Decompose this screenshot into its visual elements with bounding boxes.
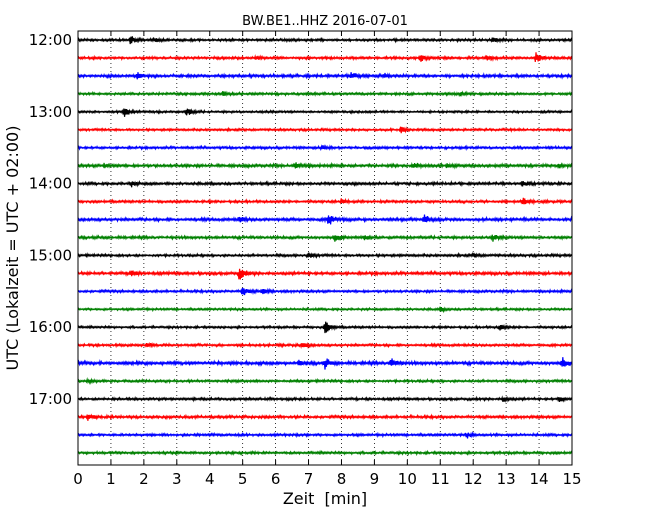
chart-title: BW.BE1..HHZ 2016-07-01 bbox=[242, 14, 408, 29]
y-tick-label: 16:00 bbox=[29, 318, 72, 336]
trace-1730 bbox=[77, 431, 573, 439]
trace-1515 bbox=[77, 268, 573, 280]
x-tick-label: 15 bbox=[562, 470, 581, 488]
trace-1715 bbox=[77, 413, 573, 421]
trace-1330 bbox=[77, 144, 573, 152]
x-tick-label: 5 bbox=[238, 470, 248, 488]
x-tick-label: 11 bbox=[431, 470, 450, 488]
trace-1630 bbox=[77, 357, 573, 370]
trace-1615 bbox=[77, 341, 573, 350]
trace-1530 bbox=[77, 287, 573, 296]
vertical-gridlines bbox=[110, 31, 540, 465]
x-tick-label: 3 bbox=[172, 470, 182, 488]
y-tick-label: 14:00 bbox=[29, 175, 72, 193]
trace-1430 bbox=[77, 214, 573, 225]
trace-1415 bbox=[77, 197, 573, 206]
trace-1400 bbox=[77, 179, 573, 188]
trace-1230 bbox=[77, 72, 573, 80]
trace-1215 bbox=[77, 52, 573, 62]
x-tick-label: 7 bbox=[304, 470, 314, 488]
seismic-traces bbox=[77, 36, 573, 457]
plot-area-frame bbox=[77, 30, 573, 466]
trace-1700 bbox=[77, 395, 573, 403]
y-tick-label: 12:00 bbox=[29, 31, 72, 49]
trace-1645 bbox=[77, 377, 573, 385]
x-tick-label: 1 bbox=[106, 470, 116, 488]
trace-1245 bbox=[77, 90, 573, 98]
trace-1315 bbox=[77, 126, 573, 134]
trace-1445 bbox=[77, 234, 573, 242]
trace-1200 bbox=[77, 36, 573, 45]
x-tick-label: 6 bbox=[271, 470, 281, 488]
x-tick-label: 4 bbox=[205, 470, 215, 488]
trace-1300 bbox=[77, 108, 573, 117]
x-tick-label: 0 bbox=[73, 470, 83, 488]
trace-1600 bbox=[77, 321, 573, 334]
trace-1545 bbox=[77, 306, 573, 314]
x-tick-label: 12 bbox=[464, 470, 483, 488]
x-tick-label: 13 bbox=[497, 470, 516, 488]
x-tick-label: 2 bbox=[139, 470, 149, 488]
x-tick-label: 14 bbox=[530, 470, 549, 488]
trace-1345 bbox=[77, 161, 573, 170]
x-axis-ticks: 0 1 2 3 4 5 6 7 8 9 10 11 12 13 14 15 bbox=[73, 31, 582, 488]
y-tick-label: 17:00 bbox=[29, 390, 72, 408]
y-axis-ticks: 12:00 13:00 14:00 15:00 16:00 17:00 bbox=[29, 31, 572, 408]
x-axis-label: Zeit [min] bbox=[283, 489, 367, 508]
x-tick-label: 9 bbox=[370, 470, 380, 488]
trace-1745 bbox=[77, 449, 573, 457]
trace-1500 bbox=[77, 251, 573, 260]
y-axis-label: UTC (Lokalzeit = UTC + 02:00) bbox=[3, 126, 22, 371]
x-tick-label: 8 bbox=[337, 470, 347, 488]
x-tick-label: 10 bbox=[398, 470, 417, 488]
y-tick-label: 15:00 bbox=[29, 246, 72, 264]
y-tick-label: 13:00 bbox=[29, 103, 72, 121]
